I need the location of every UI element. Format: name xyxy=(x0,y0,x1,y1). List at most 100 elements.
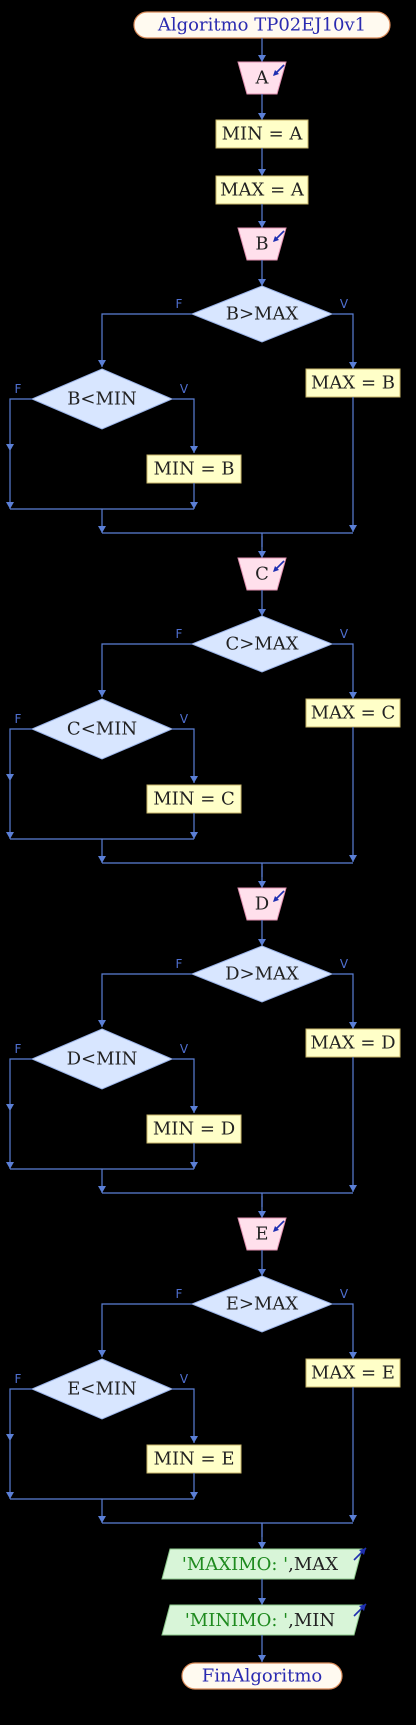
decision-c-gt-max xyxy=(190,615,334,673)
input-arrow-icon-head xyxy=(273,1226,279,1232)
decision-d-gt-max xyxy=(190,945,334,1003)
connector-line xyxy=(9,398,32,451)
decision-e-min-true-label: V xyxy=(180,1372,189,1386)
connector-line xyxy=(101,313,192,367)
connector-line xyxy=(9,1058,32,1111)
decision-c-false-label: F xyxy=(176,627,183,641)
arrow-head xyxy=(258,279,266,286)
arrow-head xyxy=(258,1655,266,1662)
assign-min-c xyxy=(146,784,242,814)
input-d xyxy=(237,887,287,921)
decision-b-false-label: F xyxy=(176,297,183,311)
decision-e-false-label: F xyxy=(176,1287,183,1301)
arrow-head xyxy=(98,1186,106,1193)
assign-max-e xyxy=(305,1358,401,1388)
decision-e-gt-max xyxy=(190,1275,334,1333)
arrow-head xyxy=(6,832,14,839)
assign-max-b-label: MAX = B xyxy=(311,373,395,394)
arrow-head xyxy=(98,360,106,367)
decision-d-true-label: V xyxy=(340,957,349,971)
arrow-head xyxy=(258,55,266,62)
output-string: 'MINIMO: ' xyxy=(185,1610,288,1631)
arrow-head xyxy=(190,832,198,839)
decision-b-min-true-label: V xyxy=(180,382,189,396)
decision-b-true-label: V xyxy=(340,297,349,311)
arrow-head xyxy=(349,1022,357,1029)
arrow-head xyxy=(349,525,357,532)
arrow-head xyxy=(190,776,198,783)
assign-min-d xyxy=(146,1114,242,1144)
decision-e-lt-min xyxy=(30,1358,174,1420)
assign-min-a-label: MIN = A xyxy=(222,124,304,145)
decision-c-gt-max-label: C>MAX xyxy=(225,634,298,655)
decision-b-lt-min-label: B<MIN xyxy=(67,389,137,410)
arrow-head xyxy=(190,1106,198,1113)
decision-b-lt-min xyxy=(30,368,174,430)
input-d-label: D xyxy=(255,894,269,915)
assign-min-e xyxy=(146,1444,242,1474)
decision-c-lt-min-label: C<MIN xyxy=(67,719,137,740)
decision-d-lt-min-label: D<MIN xyxy=(67,1049,138,1070)
connector-line xyxy=(172,1388,195,1443)
arrow-head xyxy=(349,692,357,699)
output-separator: , xyxy=(288,1610,294,1631)
assign-min-a xyxy=(215,119,309,149)
input-arrow-icon-head xyxy=(273,236,279,242)
arrow-head xyxy=(258,221,266,228)
arrow-head xyxy=(98,526,106,533)
arrow-head xyxy=(6,1434,14,1441)
arrow-head xyxy=(349,1185,357,1192)
arrow-head xyxy=(98,856,106,863)
arrow-head xyxy=(258,609,266,616)
assign-max-e-label: MAX = E xyxy=(311,1363,395,1384)
input-arrow-icon-head xyxy=(273,70,279,76)
output-string: 'MAXIMO: ' xyxy=(182,1554,288,1575)
input-a xyxy=(237,61,287,95)
arrow-head xyxy=(258,551,266,558)
input-e-label: E xyxy=(255,1224,268,1245)
connector-line xyxy=(101,1303,192,1357)
arrow-head xyxy=(190,1492,198,1499)
decision-d-min-true-label: V xyxy=(180,1042,189,1056)
connector-line xyxy=(101,973,192,1027)
output-arrow-icon-head xyxy=(359,1604,366,1611)
assign-min-c-label: MIN = C xyxy=(153,789,235,810)
arrow-head xyxy=(258,939,266,946)
input-a-label: A xyxy=(255,68,270,89)
connector-line xyxy=(101,643,192,697)
input-b xyxy=(237,227,287,261)
arrow-head xyxy=(258,169,266,176)
decision-c-min-false-label: F xyxy=(15,712,22,726)
connector-line xyxy=(172,1058,195,1113)
end-terminal xyxy=(181,1662,343,1690)
arrow-head xyxy=(258,1211,266,1218)
assign-max-a-label: MAX = A xyxy=(220,180,305,201)
assign-max-d-label: MAX = D xyxy=(310,1033,395,1054)
assign-max-c-label: MAX = C xyxy=(311,703,396,724)
assign-min-b-label: MIN = B xyxy=(153,459,234,480)
arrow-head xyxy=(98,1020,106,1027)
decision-c-min-true-label: V xyxy=(180,712,189,726)
output-separator: , xyxy=(288,1554,294,1575)
arrow-head xyxy=(98,690,106,697)
connector-line xyxy=(332,973,354,1029)
connector-line xyxy=(332,313,354,369)
input-arrow-icon-head xyxy=(273,896,279,902)
assign-max-d xyxy=(305,1028,401,1058)
assign-min-b xyxy=(146,454,242,484)
arrow-head xyxy=(349,362,357,369)
input-c xyxy=(237,557,287,591)
arrow-head xyxy=(6,1104,14,1111)
arrow-head xyxy=(190,1436,198,1443)
output-minimo xyxy=(161,1604,363,1636)
output-arrow-icon-head xyxy=(359,1548,366,1555)
decision-e-gt-max-label: E>MAX xyxy=(226,1294,299,1315)
arrow-head xyxy=(349,1515,357,1522)
output-maximo-label: 'MAXIMO: ',MAX xyxy=(182,1554,338,1575)
arrow-head xyxy=(349,855,357,862)
arrow-head xyxy=(6,444,14,451)
connector-line xyxy=(172,728,195,783)
decision-d-min-false-label: F xyxy=(15,1042,22,1056)
connector-line xyxy=(332,643,354,699)
